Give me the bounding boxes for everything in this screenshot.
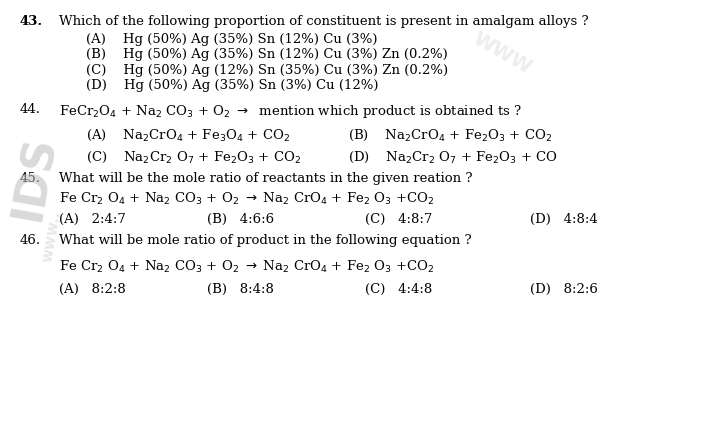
Text: (C)    Na$_2$Cr$_2$ O$_7$ + Fe$_2$O$_3$ + CO$_2$: (C) Na$_2$Cr$_2$ O$_7$ + Fe$_2$O$_3$ + C…: [86, 150, 301, 165]
Text: 44.: 44.: [20, 103, 41, 116]
Text: What will be mole ratio of product in the following equation ?: What will be mole ratio of product in th…: [59, 234, 471, 247]
Text: (A)    Na$_2$CrO$_4$ + Fe$_3$O$_4$ + CO$_2$: (A) Na$_2$CrO$_4$ + Fe$_3$O$_4$ + CO$_2$: [86, 128, 290, 143]
Text: www..: www..: [40, 208, 64, 263]
Text: (D)    Na$_2$Cr$_2$ O$_7$ + Fe$_2$O$_3$ + CO: (D) Na$_2$Cr$_2$ O$_7$ + Fe$_2$O$_3$ + C…: [347, 150, 557, 165]
Text: Which of the following proportion of constituent is present in amalgam alloys ?: Which of the following proportion of con…: [59, 14, 588, 27]
Text: (A)    Hg (50%) Ag (35%) Sn (12%) Cu (3%): (A) Hg (50%) Ag (35%) Sn (12%) Cu (3%): [86, 33, 378, 46]
Text: (A)   8:2:8: (A) 8:2:8: [59, 284, 126, 296]
Text: What will be the mole ratio of reactants in the given reation ?: What will be the mole ratio of reactants…: [59, 172, 472, 185]
Text: (D)   8:2:6: (D) 8:2:6: [530, 284, 597, 296]
Text: 45.: 45.: [20, 172, 41, 185]
Text: IDS: IDS: [6, 132, 63, 224]
Text: 43.: 43.: [20, 14, 43, 27]
Text: 46.: 46.: [20, 234, 41, 247]
Text: (C)   4:4:8: (C) 4:4:8: [365, 284, 432, 296]
Text: (A)   2:4:7: (A) 2:4:7: [59, 213, 126, 226]
Text: Fe Cr$_2$ O$_4$ + Na$_2$ CO$_3$ + O$_2$ $\rightarrow$ Na$_2$ CrO$_4$ + Fe$_2$ O$: Fe Cr$_2$ O$_4$ + Na$_2$ CO$_3$ + O$_2$ …: [59, 191, 434, 207]
Text: (B)    Na$_2$CrO$_4$ + Fe$_2$O$_3$ + CO$_2$: (B) Na$_2$CrO$_4$ + Fe$_2$O$_3$ + CO$_2$: [347, 128, 552, 143]
Text: WWW: WWW: [470, 30, 535, 78]
Text: (D)   4:8:4: (D) 4:8:4: [530, 213, 597, 226]
Text: FeCr$_2$O$_4$ + Na$_2$ CO$_3$ + O$_2$ $\rightarrow$  mention which product is ob: FeCr$_2$O$_4$ + Na$_2$ CO$_3$ + O$_2$ $\…: [59, 103, 522, 120]
Text: (C)   4:8:7: (C) 4:8:7: [365, 213, 432, 226]
Text: (C)    Hg (50%) Ag (12%) Sn (35%) Cu (3%) Zn (0.2%): (C) Hg (50%) Ag (12%) Sn (35%) Cu (3%) Z…: [86, 64, 449, 77]
Text: (B)   8:4:8: (B) 8:4:8: [206, 284, 273, 296]
Text: (B)    Hg (50%) Ag (35%) Sn (12%) Cu (3%) Zn (0.2%): (B) Hg (50%) Ag (35%) Sn (12%) Cu (3%) Z…: [86, 49, 448, 62]
Text: (B)   4:6:6: (B) 4:6:6: [206, 213, 274, 226]
Text: Fe Cr$_2$ O$_4$ + Na$_2$ CO$_3$ + O$_2$ $\rightarrow$ Na$_2$ CrO$_4$ + Fe$_2$ O$: Fe Cr$_2$ O$_4$ + Na$_2$ CO$_3$ + O$_2$ …: [59, 259, 434, 275]
Text: (D)    Hg (50%) Ag (35%) Sn (3%) Cu (12%): (D) Hg (50%) Ag (35%) Sn (3%) Cu (12%): [86, 79, 378, 92]
